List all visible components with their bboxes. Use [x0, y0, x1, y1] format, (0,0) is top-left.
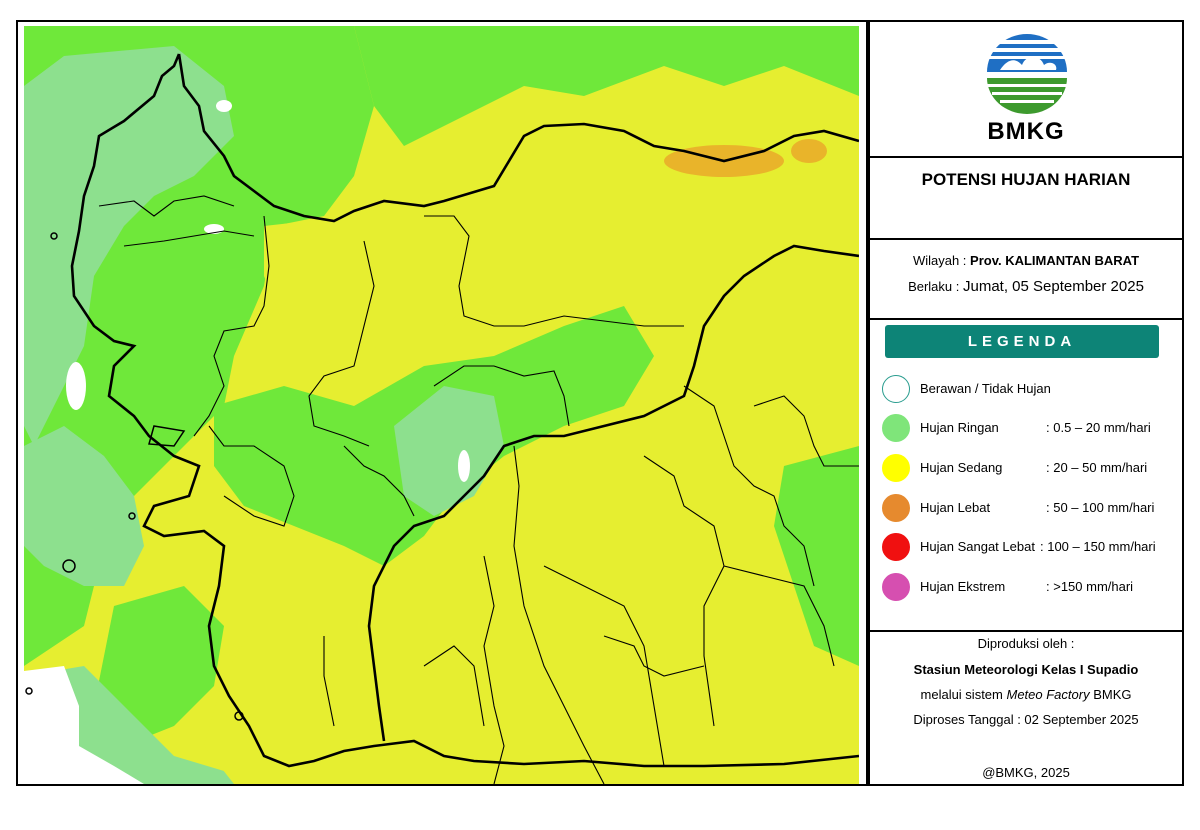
legend-item: Hujan Ekstrem : >150 mm/hari: [882, 572, 1182, 602]
logo-section: [870, 22, 1182, 158]
processed-date: Diproses Tanggal : 02 September 2025: [913, 712, 1139, 727]
rain-zone-green-east: [774, 446, 859, 666]
legend-label: Hujan Sangat Lebat: [920, 539, 1035, 554]
island: [50, 232, 58, 240]
system-line: melalui sistem Meteo Factory BMKG: [870, 687, 1182, 702]
rainfall-map-svg: [24, 26, 859, 784]
legend-label: Hujan Ringan: [920, 420, 999, 435]
legend-range: : >150 mm/hari: [1046, 579, 1134, 594]
panel-divider: [866, 20, 870, 786]
island: [234, 711, 244, 721]
legend-range: : 50 – 100 mm/hari: [1046, 500, 1155, 515]
system-name: Meteo Factory: [1006, 687, 1090, 702]
island: [62, 559, 76, 573]
legend-heading: LEGENDA: [885, 325, 1159, 358]
rain-zone-white-north: [216, 100, 232, 112]
legend-label: Berawan / Tidak Hujan: [920, 381, 1051, 396]
island: [25, 687, 33, 695]
legend-item: Hujan Ringan : 0.5 – 20 mm/hari: [882, 413, 1182, 443]
sea-area: [24, 666, 144, 784]
legend-section: [870, 320, 1182, 632]
legend-swatch: [882, 454, 910, 482]
legend-label: Hujan Sedang: [920, 460, 1003, 475]
legend-range: : 0.5 – 20 mm/hari: [1046, 420, 1151, 435]
legend-item: Hujan Sangat Lebat : 100 – 150 mm/hari: [882, 532, 1182, 562]
rain-zone-orange-northeast: [791, 139, 827, 163]
rain-zone-green-north: [354, 26, 859, 146]
legend-swatch: [882, 533, 910, 561]
legend-swatch: [882, 414, 910, 442]
region-line: Wilayah : Prov. KALIMANTAN BARAT: [870, 253, 1182, 268]
legend-item: Berawan / Tidak Hujan: [882, 374, 1182, 404]
station-name: Stasiun Meteorologi Kelas I Supadio: [913, 662, 1139, 677]
page-title: POTENSI HUJAN HARIAN: [921, 170, 1131, 189]
legend-item: Hujan Lebat : 50 – 100 mm/hari: [882, 493, 1182, 523]
legend-swatch: [882, 494, 910, 522]
system-suffix: BMKG: [1089, 687, 1132, 702]
island: [148, 425, 186, 447]
legend-label: Hujan Ekstrem: [920, 579, 1006, 594]
title-section: [870, 158, 1182, 240]
rain-zone-lightgreen-coast: [24, 426, 144, 586]
rain-zone-white-coast: [66, 362, 86, 410]
district-boundaries: [98, 195, 859, 784]
rain-zone-yellow-inland: [264, 196, 494, 356]
legend-item: Hujan Sedang : 20 – 50 mm/hari: [882, 453, 1182, 483]
rainfall-map: [24, 26, 859, 784]
region-label: Wilayah :: [912, 253, 971, 268]
legend-range: : 20 – 50 mm/hari: [1046, 460, 1148, 475]
region-value: Prov. KALIMANTAN BARAT: [970, 253, 1140, 268]
legend-range: : 100 – 150 mm/hari: [1040, 539, 1156, 554]
rain-zone-lightgreen-nw: [24, 46, 234, 446]
map-frame: [16, 20, 1184, 786]
province-boundary: [70, 53, 859, 768]
system-prefix: melalui sistem: [920, 687, 1007, 702]
brand-name: BMKG: [987, 118, 1065, 145]
valid-value: Jumat, 05 September 2025: [962, 278, 1144, 295]
info-section: [870, 240, 1182, 320]
bmkg-logo-icon: [987, 34, 1067, 114]
rain-zone-green-south: [94, 586, 224, 746]
info-panel: BMKG POTENSI HUJAN HARIAN Wilayah : Prov…: [870, 22, 1182, 784]
copyright: @BMKG, 2025: [982, 765, 1070, 780]
legend-label: Hujan Lebat: [920, 500, 991, 515]
credit-section: [870, 632, 1182, 784]
legend-swatch: [882, 573, 910, 601]
island: [128, 512, 136, 520]
produced-by: Diproduksi oleh :: [977, 636, 1075, 651]
valid-line: Berlaku : Jumat, 05 September 2025: [870, 278, 1182, 295]
valid-label: Berlaku :: [908, 279, 963, 294]
rain-zone-white-inland: [458, 450, 470, 482]
legend-swatch: [882, 375, 910, 403]
